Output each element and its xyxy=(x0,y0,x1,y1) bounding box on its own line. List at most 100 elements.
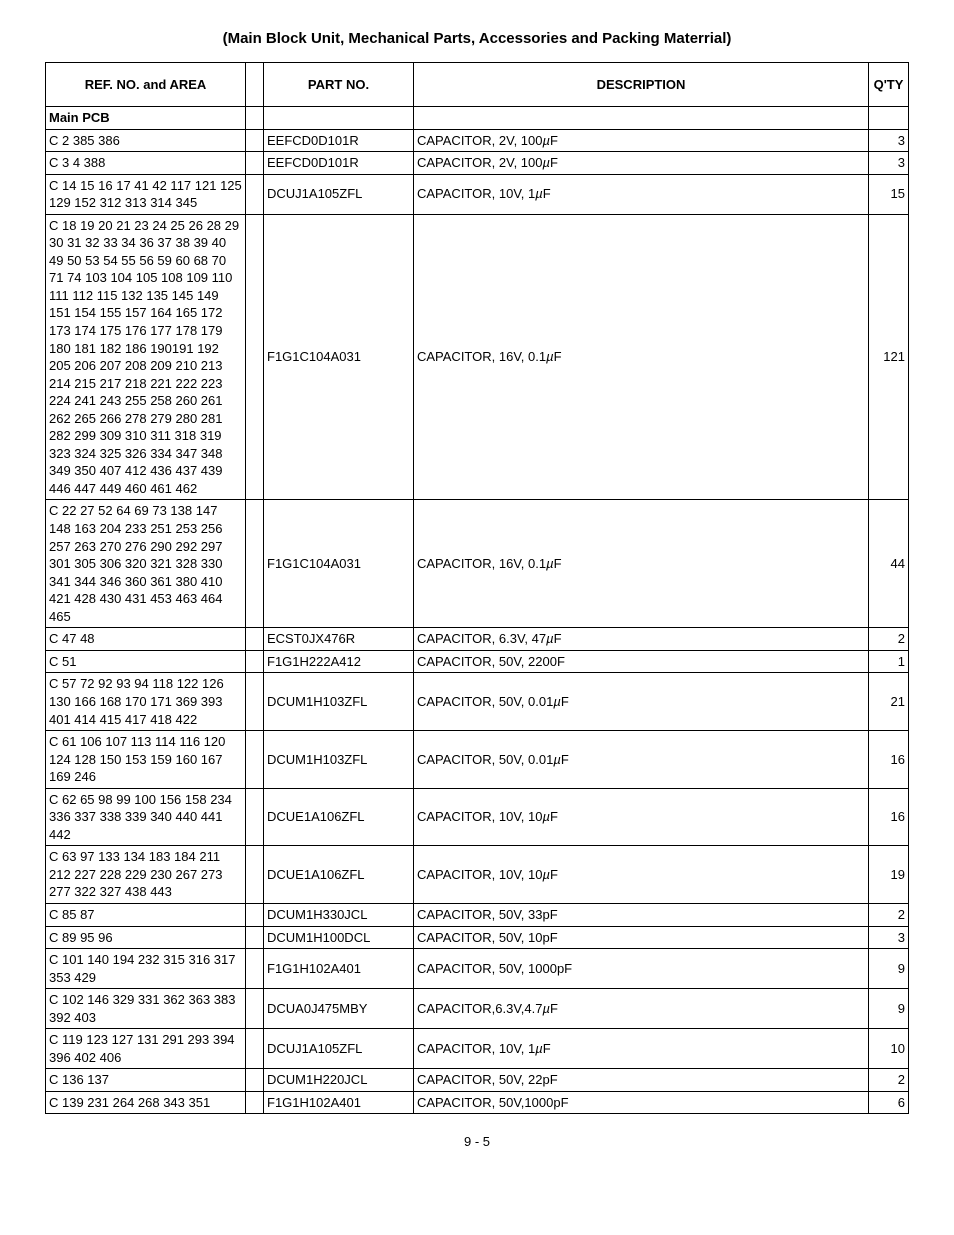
cell-ref: C 102 146 329 331 362 363 383 392 403 xyxy=(46,989,246,1029)
cell-qty: 19 xyxy=(869,846,909,904)
mu-symbol: µ xyxy=(546,556,554,571)
table-row: C 14 15 16 17 41 42 117 121 125 129 152 … xyxy=(46,174,909,214)
page-footer: 9 - 5 xyxy=(45,1134,909,1149)
cell-desc: CAPACITOR, 50V, 1000pF xyxy=(414,949,869,989)
table-row: C 61 106 107 113 114 116 120 124 128 150… xyxy=(46,731,909,789)
mu-symbol: µ xyxy=(553,752,561,767)
cell-ref: C 3 4 388 xyxy=(46,152,246,175)
table-row: C 2 385 386EEFCD0D101RCAPACITOR, 2V, 100… xyxy=(46,129,909,152)
table-row: C 89 95 96 DCUM1H100DCLCAPACITOR, 50V, 10… xyxy=(46,926,909,949)
cell-ref: C 89 95 96 xyxy=(46,926,246,949)
cell-qty: 16 xyxy=(869,788,909,846)
cell-part: F1G1H102A401 xyxy=(264,1091,414,1114)
cell-spacer xyxy=(246,1091,264,1114)
cell-part: DCUJ1A105ZFL xyxy=(264,1029,414,1069)
cell-qty: 9 xyxy=(869,949,909,989)
cell-qty: 3 xyxy=(869,129,909,152)
section-row: Main PCB xyxy=(46,107,909,130)
cell-desc: CAPACITOR, 2V, 100µF xyxy=(414,129,869,152)
table-row: C 63 97 133 134 183 184 211 212 227 228 … xyxy=(46,846,909,904)
mu-symbol: µ xyxy=(543,133,551,148)
header-spacer xyxy=(246,63,264,107)
cell-part: DCUM1H330JCL xyxy=(264,903,414,926)
mu-symbol: µ xyxy=(546,349,554,364)
cell-desc: CAPACITOR, 10V, 1µF xyxy=(414,174,869,214)
cell-qty: 9 xyxy=(869,989,909,1029)
cell-qty xyxy=(869,107,909,130)
cell-ref: C 18 19 20 21 23 24 25 26 28 29 30 31 32… xyxy=(46,214,246,500)
cell-part: DCUE1A106ZFL xyxy=(264,788,414,846)
cell-ref: C 119 123 127 131 291 293 394 396 402 40… xyxy=(46,1029,246,1069)
page-title: (Main Block Unit, Mechanical Parts, Acce… xyxy=(45,30,909,47)
cell-part: EEFCD0D101R xyxy=(264,152,414,175)
cell-part: DCUM1H103ZFL xyxy=(264,673,414,731)
cell-desc: CAPACITOR, 10V, 10µF xyxy=(414,788,869,846)
cell-ref: C 14 15 16 17 41 42 117 121 125 129 152 … xyxy=(46,174,246,214)
cell-desc: CAPACITOR, 50V, 10pF xyxy=(414,926,869,949)
cell-spacer xyxy=(246,628,264,651)
cell-qty: 1 xyxy=(869,650,909,673)
header-qty: Q'TY xyxy=(869,63,909,107)
cell-qty: 6 xyxy=(869,1091,909,1114)
cell-part: DCUE1A106ZFL xyxy=(264,846,414,904)
table-row: C 57 72 92 93 94 118 122 126 130 166 168… xyxy=(46,673,909,731)
cell-part: DCUM1H100DCL xyxy=(264,926,414,949)
cell-part: DCUJ1A105ZFL xyxy=(264,174,414,214)
cell-part: ECST0JX476R xyxy=(264,628,414,651)
mu-symbol: µ xyxy=(546,631,554,646)
cell-spacer xyxy=(246,731,264,789)
cell-qty: 21 xyxy=(869,673,909,731)
cell-ref: C 22 27 52 64 69 73 138 147 148 163 204 … xyxy=(46,500,246,628)
section-label: Main PCB xyxy=(46,107,246,130)
header-desc: DESCRIPTION xyxy=(414,63,869,107)
cell-desc: CAPACITOR, 50V, 33pF xyxy=(414,903,869,926)
cell-spacer xyxy=(246,107,264,130)
cell-desc: CAPACITOR, 50V, 22pF xyxy=(414,1069,869,1092)
cell-desc: CAPACITOR, 10V, 10µF xyxy=(414,846,869,904)
table-row: C 62 65 98 99 100 156 158 234 336 337 33… xyxy=(46,788,909,846)
cell-desc: CAPACITOR, 50V, 2200F xyxy=(414,650,869,673)
table-row: C 47 48ECST0JX476RCAPACITOR, 6.3V, 47µF2 xyxy=(46,628,909,651)
table-row: C 22 27 52 64 69 73 138 147 148 163 204 … xyxy=(46,500,909,628)
cell-ref: C 57 72 92 93 94 118 122 126 130 166 168… xyxy=(46,673,246,731)
cell-desc: CAPACITOR, 10V, 1µF xyxy=(414,1029,869,1069)
cell-qty: 44 xyxy=(869,500,909,628)
cell-spacer xyxy=(246,1029,264,1069)
table-row: C 18 19 20 21 23 24 25 26 28 29 30 31 32… xyxy=(46,214,909,500)
mu-symbol: µ xyxy=(535,1041,543,1056)
cell-qty: 15 xyxy=(869,174,909,214)
cell-qty: 3 xyxy=(869,152,909,175)
cell-desc: CAPACITOR, 2V, 100µF xyxy=(414,152,869,175)
cell-part: EEFCD0D101R xyxy=(264,129,414,152)
cell-ref: C 62 65 98 99 100 156 158 234 336 337 33… xyxy=(46,788,246,846)
cell-qty: 2 xyxy=(869,628,909,651)
mu-symbol: µ xyxy=(543,1001,551,1016)
cell-spacer xyxy=(246,846,264,904)
cell-spacer xyxy=(246,903,264,926)
cell-ref: C 136 137 xyxy=(46,1069,246,1092)
cell-qty: 3 xyxy=(869,926,909,949)
cell-part: DCUM1H103ZFL xyxy=(264,731,414,789)
cell-spacer xyxy=(246,788,264,846)
cell-spacer xyxy=(246,174,264,214)
cell-part: F1G1H222A412 xyxy=(264,650,414,673)
table-row: C 101 140 194 232 315 316 317 353 429F1G… xyxy=(46,949,909,989)
mu-symbol: µ xyxy=(543,867,551,882)
cell-part: F1G1C104A031 xyxy=(264,500,414,628)
mu-symbol: µ xyxy=(543,809,551,824)
cell-ref: C 51 xyxy=(46,650,246,673)
cell-spacer xyxy=(246,673,264,731)
table-row: C 102 146 329 331 362 363 383 392 403 DCU… xyxy=(46,989,909,1029)
table-row: C 51 F1G1H222A412CAPACITOR, 50V, 2200F1 xyxy=(46,650,909,673)
cell-spacer xyxy=(246,500,264,628)
cell-part: DCUA0J475MBY xyxy=(264,989,414,1029)
cell-desc: CAPACITOR, 6.3V, 47µF xyxy=(414,628,869,651)
mu-symbol: µ xyxy=(543,155,551,170)
cell-spacer xyxy=(246,926,264,949)
mu-symbol: µ xyxy=(553,694,561,709)
mu-symbol: µ xyxy=(535,186,543,201)
cell-part xyxy=(264,107,414,130)
cell-part: F1G1H102A401 xyxy=(264,949,414,989)
cell-qty: 121 xyxy=(869,214,909,500)
cell-ref: C 85 87 xyxy=(46,903,246,926)
